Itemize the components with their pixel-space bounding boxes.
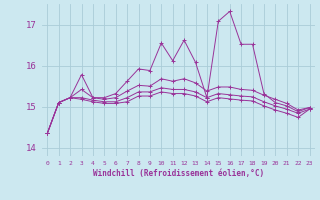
X-axis label: Windchill (Refroidissement éolien,°C): Windchill (Refroidissement éolien,°C) [93, 169, 264, 178]
